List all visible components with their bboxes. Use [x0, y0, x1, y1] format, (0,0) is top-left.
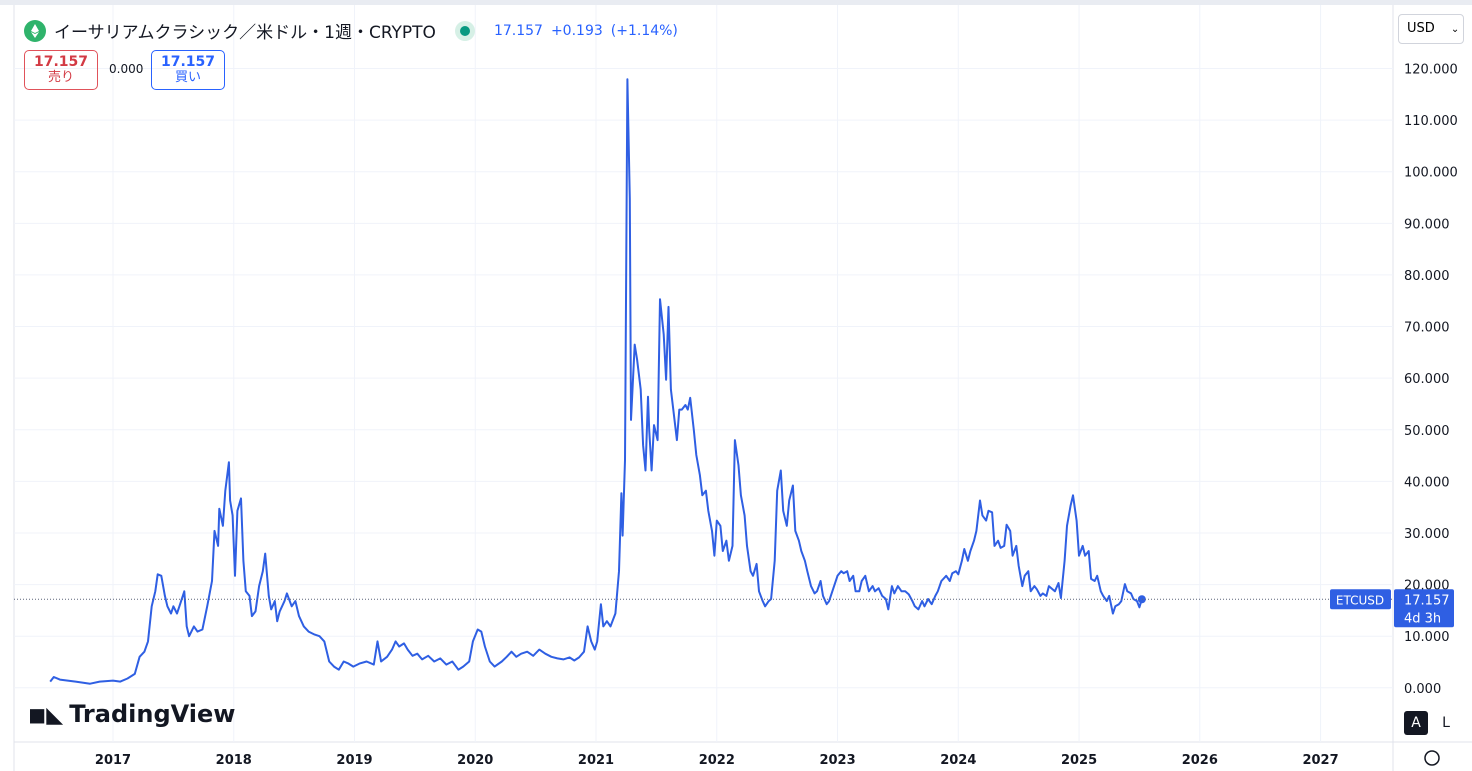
symbol-tag: [1330, 589, 1391, 610]
y-tick-label: 90.000: [1404, 217, 1450, 232]
top-strip: [0, 0, 1472, 5]
price-line-series: [49, 78, 1143, 685]
y-tick-label: 120.000: [1404, 62, 1458, 77]
x-tick-label: 2018: [216, 753, 252, 768]
price-change-pct: (+1.14%): [610, 22, 678, 39]
x-tick-label: 2025: [1061, 753, 1097, 768]
x-tick-label: 2021: [578, 753, 614, 768]
buy-price: 17.157: [160, 54, 216, 70]
header: イーサリアムクラシック／米ドル・1週・CRYPTO 17.157 +0.193 …: [24, 18, 678, 43]
sell-price: 17.157: [33, 54, 89, 70]
sell-button[interactable]: 17.157 売り: [24, 50, 98, 90]
symbol-title: イーサリアムクラシック／米ドル・1週・CRYPTO: [54, 23, 436, 43]
sell-label: 売り: [47, 70, 74, 85]
logo: ◼◣ TradingView: [28, 700, 236, 728]
logo-text: TradingView: [69, 700, 236, 728]
x-tick-label: 2023: [819, 753, 855, 768]
price-change: +0.193: [550, 22, 603, 39]
price-tag-countdown: 4d 3h: [1404, 611, 1441, 626]
price-tag-value: 17.157: [1404, 593, 1450, 608]
x-tick-label: 2024: [940, 753, 976, 768]
y-tick-label: 30.000: [1404, 527, 1450, 542]
buy-button[interactable]: 17.157 買い: [151, 50, 225, 90]
x-tick-label: 2017: [95, 753, 131, 768]
y-tick-label: 60.000: [1404, 372, 1450, 387]
y-tick-label: 10.000: [1404, 630, 1450, 645]
y-tick-label: 80.000: [1404, 269, 1450, 284]
y-tick-label: 40.000: [1404, 475, 1450, 490]
auto-scale-button[interactable]: A: [1404, 711, 1428, 735]
last-price: 17.157: [493, 22, 543, 39]
x-tick-label: 2027: [1302, 753, 1338, 768]
x-tick-label: 2019: [336, 753, 372, 768]
currency-select[interactable]: USD ⌄: [1398, 14, 1464, 44]
y-tick-label: 100.000: [1404, 166, 1458, 181]
price-tag: [1394, 589, 1454, 628]
market-status[interactable]: [454, 20, 476, 42]
y-tick-label: 110.000: [1404, 114, 1458, 129]
currency: USD: [1407, 21, 1435, 36]
y-tick-label: 0.000: [1404, 682, 1441, 697]
settings-icon[interactable]: [1424, 750, 1440, 766]
y-tick-label: 50.000: [1404, 424, 1450, 439]
x-tick-label: 2026: [1182, 753, 1218, 768]
symbol-tag-text: ETCUSD: [1336, 593, 1384, 607]
log-scale-button[interactable]: L: [1442, 715, 1450, 731]
x-tick-label: 2020: [457, 753, 493, 768]
x-tick-label: 2022: [699, 753, 735, 768]
symbol-icon: [24, 19, 46, 42]
last-point: [1137, 595, 1146, 604]
y-tick-label: 70.000: [1404, 321, 1450, 336]
spread: 0.000: [109, 62, 144, 76]
buy-label: 買い: [174, 70, 201, 85]
